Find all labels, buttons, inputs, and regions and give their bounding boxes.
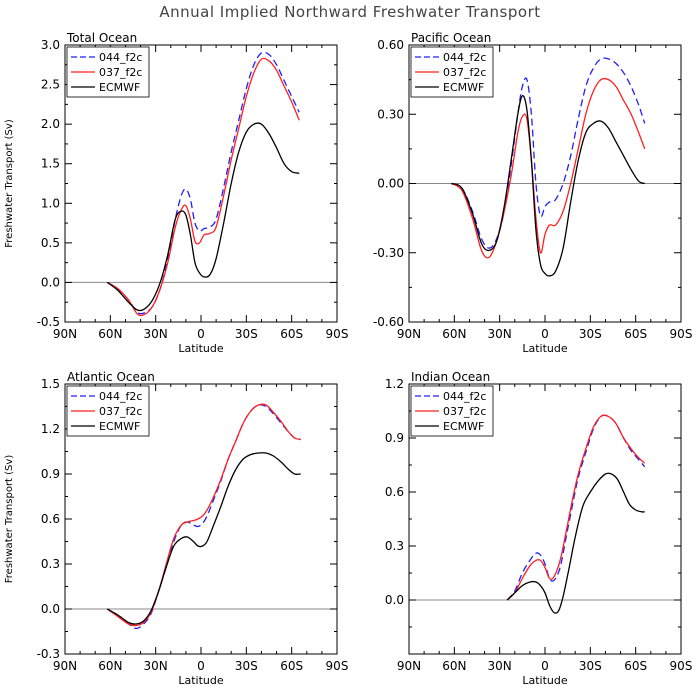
legend: 044_f2c 037_f2c ECMWF: [66, 385, 150, 437]
x-axis-label: Latitude: [522, 674, 568, 687]
series-line-037-f2c: [450, 77, 646, 259]
plot-frame: [408, 44, 682, 323]
x-tick-label: 90N: [397, 327, 421, 341]
y-tick-label: 0.6: [41, 512, 60, 526]
x-tick-label: 30N: [144, 327, 168, 341]
x-tick-label: 60N: [98, 659, 122, 673]
series-line-ecmwf: [506, 472, 645, 614]
x-tick-label: 0: [197, 327, 205, 341]
legend-label: 037_f2c: [99, 66, 142, 79]
figure-title: Annual Implied Northward Freshwater Tran…: [159, 3, 541, 21]
x-tick-label: 0: [541, 659, 549, 673]
x-tick-label: 0: [541, 327, 549, 341]
x-axis-label: Latitude: [178, 674, 224, 687]
y-tick-label: -0.30: [373, 246, 404, 260]
x-tick-label: 90S: [670, 327, 693, 341]
panel-indian-ocean: 90N 60N 30N 0 30S 60S 90S 0.0 0.3 0.6 0.9 1.2 Indian…: [385, 370, 693, 687]
y-tick-label: 0.30: [377, 107, 404, 121]
series-line-ecmwf: [106, 122, 300, 312]
series-line-037-f2c: [506, 414, 646, 601]
x-tick-label: 60N: [442, 659, 466, 673]
legend: 044_f2c 037_f2c ECMWF: [410, 385, 494, 437]
x-tick-label: 30S: [235, 659, 258, 673]
x-tick-label: 90N: [53, 327, 77, 341]
x-axis-label: Latitude: [522, 342, 568, 355]
y-tick-label: 0.3: [385, 539, 404, 553]
x-tick-label: 30S: [579, 327, 602, 341]
x-tick-label: 30N: [144, 659, 168, 673]
x-tick-label: 30S: [235, 327, 258, 341]
x-tick-label: 30N: [488, 659, 512, 673]
x-tick-label: 0: [197, 659, 205, 673]
legend-label: 044_f2c: [99, 51, 142, 64]
y-tick-label: -0.3: [37, 647, 60, 661]
legend-label: 044_f2c: [99, 390, 142, 403]
legend-label: ECMWF: [99, 420, 140, 433]
legend-label: 037_f2c: [99, 405, 142, 418]
panel-title: Atlantic Ocean: [67, 370, 155, 384]
x-tick-label: 60S: [280, 327, 303, 341]
y-tick-label: 0.6: [385, 485, 404, 499]
y-tick-label: 0.3: [41, 557, 60, 571]
series-line-037-f2c: [106, 403, 301, 627]
x-tick-label: 60N: [442, 327, 466, 341]
y-axis-label: Freshwater Transport (Sv): [4, 455, 15, 584]
x-tick-label: 30S: [579, 659, 602, 673]
x-tick-label: 90S: [326, 659, 349, 673]
legend: 044_f2c 037_f2c ECMWF: [410, 46, 494, 98]
series-line-037-f2c: [106, 57, 300, 317]
legend-label: ECMWF: [443, 420, 484, 433]
legend-label: 037_f2c: [443, 405, 486, 418]
x-tick-label: 90N: [397, 659, 421, 673]
panel-title: Pacific Ocean: [411, 31, 491, 45]
y-tick-label: 0.60: [377, 38, 404, 52]
panel-atlantic-ocean: 90N 60N 30N 0 30S 60S 90S -0.3 0.0 0.3 0.6 0.9 1.2 1.…: [4, 370, 348, 687]
legend-label: 044_f2c: [443, 390, 486, 403]
panel-total-ocean: 90N 60N 30N 0 30S 60S 90S -0.5 0.0 0.5 1.0 1.5 2.0 2.…: [4, 31, 348, 355]
legend-label: 044_f2c: [443, 51, 486, 64]
legend-label: ECMWF: [443, 81, 484, 94]
panel-pacific-ocean: 90N 60N 30N 0 30S 60S 90S -0.60 -0.30 0.00 0.30 0.6…: [373, 31, 693, 355]
x-axis-label: Latitude: [178, 342, 224, 355]
panel-title: Indian Ocean: [411, 370, 490, 384]
y-tick-label: 2.0: [41, 117, 60, 131]
y-tick-label: 1.0: [41, 196, 60, 210]
x-tick-label: 30N: [488, 327, 512, 341]
y-tick-label: 0.0: [41, 275, 60, 289]
plot-frame: [408, 383, 682, 655]
plot-frame: [64, 44, 338, 323]
series-line-044-f2c: [106, 404, 301, 630]
x-tick-label: 60S: [280, 659, 303, 673]
x-tick-label: 60S: [624, 327, 647, 341]
y-tick-label: 1.5: [41, 157, 60, 171]
y-tick-label: 1.2: [385, 377, 404, 391]
series-line-044-f2c: [506, 414, 646, 601]
x-tick-label: 60S: [624, 659, 647, 673]
y-tick-label: 0.0: [41, 602, 60, 616]
y-tick-label: 2.5: [41, 78, 60, 92]
y-axis-label: Freshwater Transport (Sv): [4, 119, 15, 248]
y-tick-label: 0.0: [385, 593, 404, 607]
y-tick-label: 0.9: [385, 431, 404, 445]
plot-frame: [64, 383, 338, 655]
y-tick-label: 0.9: [41, 467, 60, 481]
series-line-ecmwf: [106, 452, 301, 625]
legend-label: ECMWF: [99, 81, 140, 94]
y-tick-label: 3.0: [41, 38, 60, 52]
legend: 044_f2c 037_f2c ECMWF: [66, 46, 150, 98]
y-tick-label: 0.00: [377, 177, 404, 191]
x-tick-label: 90S: [326, 327, 349, 341]
y-tick-label: 0.5: [41, 236, 60, 250]
x-tick-label: 90N: [53, 659, 77, 673]
series-line-ecmwf: [451, 95, 645, 277]
y-tick-label: -0.60: [373, 315, 404, 329]
y-tick-label: -0.5: [37, 315, 60, 329]
y-tick-label: 1.2: [41, 422, 60, 436]
x-tick-label: 60N: [98, 327, 122, 341]
y-tick-label: 1.5: [41, 377, 60, 391]
panel-title: Total Ocean: [66, 31, 137, 45]
x-tick-label: 90S: [670, 659, 693, 673]
legend-label: 037_f2c: [443, 66, 486, 79]
